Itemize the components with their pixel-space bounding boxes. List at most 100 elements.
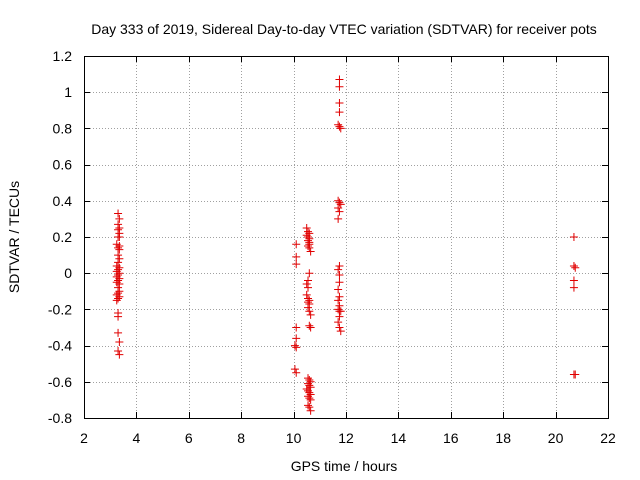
data-point — [115, 337, 124, 346]
data-point — [569, 276, 578, 285]
y-tick-label: 0 — [64, 265, 72, 281]
data-point — [114, 312, 123, 321]
data-point — [304, 242, 313, 251]
y-tick-label: 0.2 — [53, 229, 73, 245]
data-point — [114, 243, 123, 252]
data-point — [305, 321, 314, 330]
data-point — [335, 261, 344, 270]
data-point — [305, 269, 314, 278]
data-point — [335, 82, 344, 91]
data-point — [292, 252, 301, 261]
data-point — [334, 204, 343, 213]
y-tick-label: -0.2 — [48, 301, 72, 317]
data-point — [292, 260, 301, 269]
data-point — [336, 124, 345, 133]
data-point — [305, 307, 314, 316]
axis-ticks: 2 4 6 8 10 12 14 16 18 20 22 -0.8 -0.6 -0.4 -0.2 0 0.2 0.… — [48, 48, 616, 446]
x-tick-label: 22 — [600, 430, 616, 446]
data-point — [336, 327, 345, 336]
y-tick-label: 0.4 — [53, 193, 73, 209]
data-point — [306, 323, 315, 332]
x-tick-label: 10 — [286, 430, 302, 446]
data-point — [302, 223, 311, 232]
data-point — [335, 271, 344, 280]
data-point — [114, 276, 123, 285]
data-point — [571, 263, 580, 272]
data-point — [335, 75, 344, 84]
data-point — [114, 225, 123, 234]
data-point — [336, 307, 345, 316]
data-point — [302, 290, 311, 299]
data-point — [112, 296, 121, 305]
data-point — [292, 343, 301, 352]
data-point — [305, 299, 314, 308]
x-tick-label: 12 — [338, 430, 354, 446]
data-point — [304, 276, 313, 285]
x-axis-label: GPS time / hours — [291, 458, 398, 474]
y-tick-label: -0.4 — [48, 338, 72, 354]
data-point — [304, 401, 313, 410]
data-point — [306, 406, 315, 415]
data-point — [306, 247, 315, 256]
y-tick-label: 0.6 — [53, 157, 73, 173]
data-point — [306, 310, 315, 319]
data-point — [334, 296, 343, 305]
gridlines — [84, 56, 608, 418]
data-point — [335, 99, 344, 108]
data-point — [115, 254, 124, 263]
y-tick-label: -0.6 — [48, 374, 72, 390]
data-point — [305, 403, 314, 412]
data-point — [335, 108, 344, 117]
data-points — [112, 75, 580, 415]
plot-border — [84, 56, 609, 419]
data-point — [305, 243, 314, 252]
data-point — [292, 323, 301, 332]
y-tick-label: 0.8 — [53, 120, 73, 136]
y-tick-label: 1.2 — [53, 48, 73, 64]
data-point — [115, 350, 124, 359]
x-tick-label: 16 — [443, 430, 459, 446]
data-point — [335, 122, 344, 131]
data-point — [334, 265, 343, 274]
data-point — [114, 251, 123, 260]
y-tick-label: 1 — [64, 84, 72, 100]
data-point — [114, 258, 123, 267]
y-tick-label: -0.8 — [48, 410, 72, 426]
data-point — [290, 341, 299, 350]
x-tick-label: 14 — [391, 430, 407, 446]
data-point — [292, 334, 301, 343]
data-point — [334, 214, 343, 223]
data-point — [292, 368, 301, 377]
data-point — [305, 394, 314, 403]
data-point — [569, 283, 578, 292]
data-point — [114, 294, 123, 303]
data-point — [114, 328, 123, 337]
data-point — [335, 198, 344, 207]
data-point — [569, 233, 578, 241]
data-point — [334, 285, 343, 294]
data-point — [571, 370, 580, 379]
data-point — [292, 240, 301, 249]
data-point — [304, 283, 313, 292]
data-point — [334, 318, 343, 327]
data-point — [335, 312, 344, 321]
data-point — [335, 323, 344, 332]
x-tick-label: 4 — [133, 430, 141, 446]
data-point — [304, 303, 313, 312]
x-tick-label: 8 — [237, 430, 245, 446]
data-point — [302, 280, 311, 289]
x-tick-label: 20 — [548, 430, 564, 446]
x-tick-label: 18 — [495, 430, 511, 446]
data-point — [114, 347, 123, 356]
data-point — [335, 207, 344, 216]
data-point — [569, 261, 578, 270]
x-tick-label: 2 — [80, 430, 88, 446]
chart-title: Day 333 of 2019, Sidereal Day-to-day VTE… — [91, 21, 597, 37]
x-tick-label: 6 — [185, 430, 193, 446]
data-point — [115, 233, 124, 241]
data-point — [114, 209, 123, 218]
y-axis-label: SDTVAR / TECUs — [6, 181, 22, 293]
data-point — [335, 278, 344, 287]
